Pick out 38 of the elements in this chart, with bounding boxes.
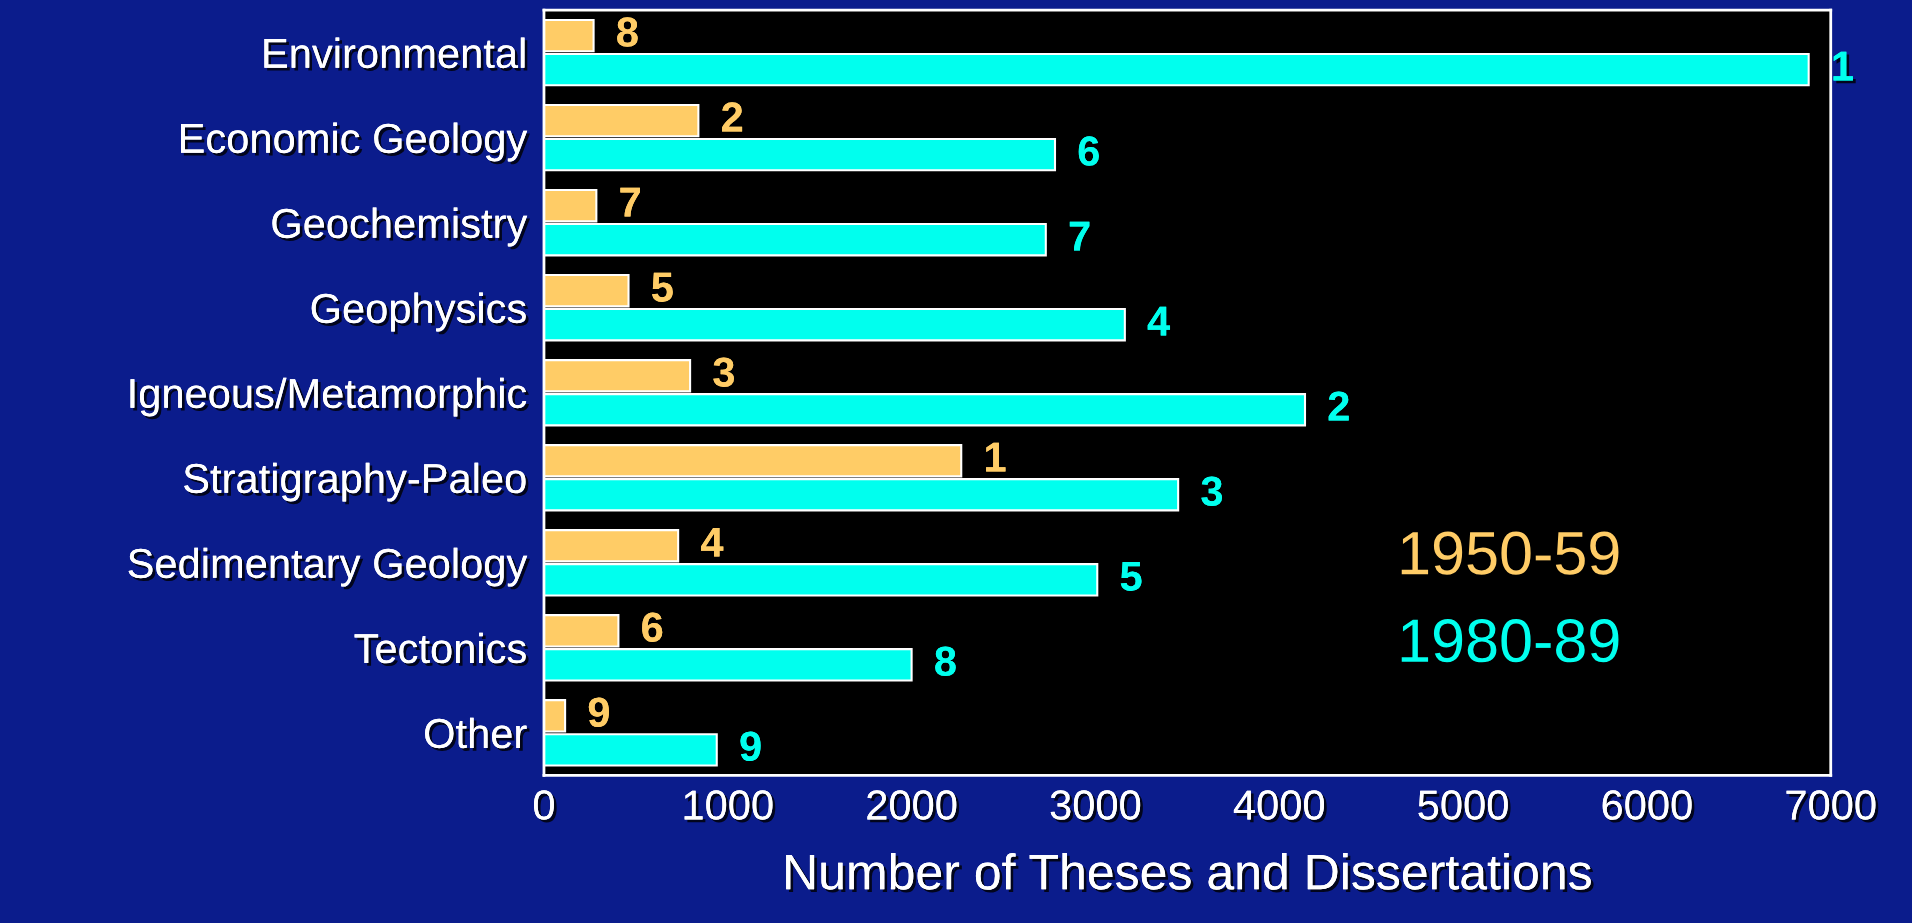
annotation: 7 [620,187,643,220]
y-tick-label: Economic Geology [181,122,531,165]
x-tick-label: 2000 [867,790,960,823]
annotation: 9 [588,697,612,730]
y-tick-label: Stratigraphy-Paleo [184,462,529,505]
text: 1950-59 [1401,531,1619,575]
annotation: 3 [713,357,737,390]
annotation: 4 [1147,306,1173,339]
annotation: 6 [1078,136,1102,169]
text: 1980-89 [1401,619,1619,663]
annotation: 1 [1833,51,1856,84]
y-tick-label: Geophysics [311,292,529,335]
annotation: 9 [740,731,764,764]
y-tick-label: Geochemistry [272,207,531,250]
annotation: 3 [1201,476,1225,509]
annotation: 2 [722,102,745,135]
x-axis-title: Number of Theses and Dissertations [786,853,1594,893]
annotation: 1 [986,442,1009,475]
y-tick-label: Igneous/Metamorphic [130,377,530,420]
x-tick-label: 4000 [1233,790,1327,823]
annotation: 5 [1120,561,1145,594]
x-tick-label: 0 [534,790,557,823]
annotation: 8 [935,646,959,679]
x-tick-label: 1000 [684,790,776,823]
annotation: 7 [1069,221,1093,254]
y-tick-label: Sedimentary Geology [128,547,531,590]
x-tick-label: 6000 [1602,790,1695,823]
y-tick-label: Tectonics [354,632,529,667]
y-tick-label: Other [425,717,530,752]
annotation: 4 [701,527,727,560]
x-tick-label: 5000 [1418,790,1511,823]
annotation: 2 [1328,391,1352,424]
annotation: 8 [617,17,641,50]
x-tick-label: 7000 [1786,790,1879,823]
annotation: 6 [642,612,666,645]
y-tick-label: Environmental [264,37,528,71]
x-tick-label: 3000 [1050,790,1143,823]
annotation: 5 [652,272,676,305]
